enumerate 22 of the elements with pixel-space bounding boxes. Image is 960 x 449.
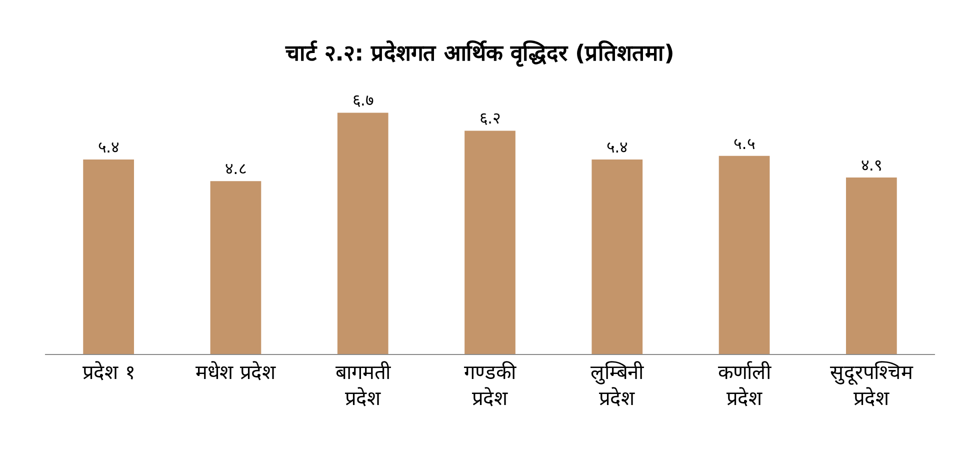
data-label: ६.२ [479, 108, 501, 128]
x-tick-label: गण्डकी प्रदेश [464, 360, 517, 410]
bar [464, 130, 516, 354]
x-tick-label: मधेश प्रदेश [196, 360, 276, 384]
x-tick-label: बागमती प्रदेश [335, 360, 392, 410]
data-label: ६.७ [352, 90, 374, 110]
data-label: ५.४ [98, 138, 120, 157]
bar [846, 178, 897, 354]
bar [210, 181, 262, 354]
x-tick-label: सुदूरपश्चिम प्रदेश [830, 360, 914, 410]
x-tick-label: लुम्बिनी प्रदेश [590, 360, 645, 410]
data-label: ४.८ [225, 159, 246, 178]
data-label: ५.५ [734, 134, 755, 153]
data-label: ४.९ [860, 156, 882, 175]
chart-title: चार्ट २.२: प्रदेशगत आर्थिक वृद्धिदर (प्रतिशतमा) [284, 39, 674, 68]
bar [592, 160, 643, 354]
bar [83, 160, 134, 354]
x-tick-label: प्रदेश १ [82, 360, 135, 384]
x-tick-label: कर्णाली प्रदेश [718, 360, 772, 410]
data-label: ५.४ [606, 138, 628, 157]
bar [337, 112, 388, 354]
bar [718, 156, 770, 354]
